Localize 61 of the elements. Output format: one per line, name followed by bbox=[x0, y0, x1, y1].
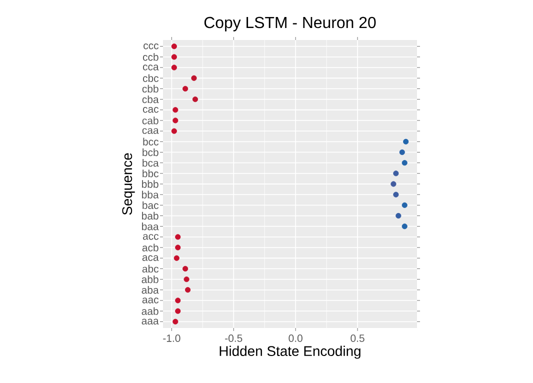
y-tick-label: cbc bbox=[142, 74, 159, 82]
point bbox=[172, 318, 178, 324]
point bbox=[184, 276, 190, 282]
y-axis-title: Sequence bbox=[122, 153, 135, 215]
y-tick-label: cac bbox=[142, 107, 159, 113]
x-tick-label: 0.5 bbox=[350, 334, 364, 342]
y-tick-label: abc bbox=[142, 264, 159, 273]
point bbox=[191, 75, 197, 81]
y-tick-label: bbc bbox=[142, 170, 159, 178]
point bbox=[174, 255, 180, 261]
point bbox=[182, 266, 188, 272]
point bbox=[175, 244, 181, 250]
y-tick-label: ccb bbox=[142, 53, 158, 61]
point bbox=[402, 160, 408, 166]
point bbox=[175, 234, 181, 240]
point bbox=[390, 181, 396, 187]
y-tick-label: cba bbox=[142, 95, 159, 104]
y-tick-label: bca bbox=[142, 158, 159, 167]
point bbox=[171, 54, 177, 60]
point bbox=[175, 298, 181, 304]
y-tick-label: aab bbox=[142, 307, 158, 315]
point bbox=[396, 212, 402, 219]
y-tick-label: cbb bbox=[142, 84, 158, 93]
x-tick-label: -0.5 bbox=[225, 334, 242, 342]
y-tick-label: cca bbox=[142, 64, 159, 70]
y-tick-label: aca bbox=[142, 255, 159, 261]
point bbox=[171, 44, 177, 50]
point bbox=[402, 224, 408, 230]
y-tick-label: bbb bbox=[142, 180, 158, 188]
point bbox=[184, 287, 191, 293]
y-tick-label: acb bbox=[142, 244, 158, 252]
point bbox=[171, 64, 177, 70]
y-tick-label: cab bbox=[142, 116, 158, 124]
point bbox=[171, 128, 177, 134]
y-tick-label: acc bbox=[142, 234, 159, 240]
y-tick-label: bcb bbox=[142, 148, 158, 156]
point bbox=[399, 149, 405, 156]
point bbox=[192, 96, 198, 102]
point bbox=[403, 138, 409, 144]
x-axis-title: Hidden State Encoding bbox=[220, 346, 360, 359]
y-tick-label: bcc bbox=[143, 138, 159, 146]
x-tick-label: 0.0 bbox=[288, 334, 302, 342]
point bbox=[393, 192, 399, 198]
x-tick-label: -1.0 bbox=[163, 334, 180, 342]
point bbox=[393, 170, 399, 176]
y-tick-label: caa bbox=[142, 128, 159, 134]
y-tick-label: aaa bbox=[142, 318, 159, 325]
y-tick-label: aba bbox=[142, 286, 159, 294]
chart-title: Copy LSTM - Neuron 20 bbox=[204, 16, 376, 32]
y-tick-label: bba bbox=[142, 190, 159, 198]
point bbox=[172, 107, 178, 113]
y-tick-label: baa bbox=[142, 222, 159, 230]
y-tick-label: bab bbox=[142, 212, 158, 220]
point bbox=[175, 308, 181, 314]
point bbox=[182, 86, 188, 92]
y-tick-label: abb bbox=[142, 275, 158, 284]
point bbox=[402, 202, 408, 208]
point bbox=[172, 118, 178, 124]
y-tick-label: aac bbox=[142, 298, 159, 304]
y-tick-label: ccc bbox=[144, 43, 159, 50]
y-tick-label: bac bbox=[142, 201, 159, 210]
